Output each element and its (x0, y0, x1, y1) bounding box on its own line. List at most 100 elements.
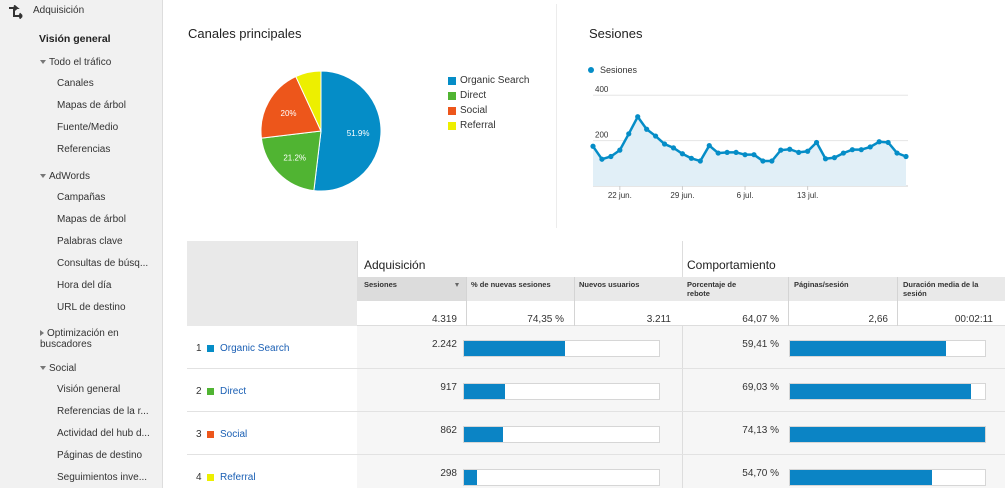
sessions-point[interactable] (617, 147, 623, 153)
legend-item[interactable]: Social (448, 103, 529, 118)
acquisition-group-title: Adquisición (364, 258, 426, 272)
channel-link[interactable]: Organic Search (220, 343, 290, 354)
sessions-column-header[interactable]: Sesiones (364, 280, 397, 289)
new-users-column-header[interactable]: Nuevos usuarios (579, 280, 640, 289)
sidebar-item[interactable]: Referencias de la r... (57, 406, 149, 417)
pie-slice[interactable] (313, 70, 382, 192)
sessions-point[interactable] (813, 139, 820, 146)
sidebar-item-label: Referencias de la r... (57, 406, 149, 417)
sidebar-item[interactable]: Palabras clave (57, 236, 123, 247)
sidebar-item[interactable]: Todo el tráfico (40, 57, 111, 68)
sessions-point[interactable] (867, 144, 873, 150)
expand-down-icon[interactable] (40, 60, 46, 65)
legend-item[interactable]: Referral (448, 118, 529, 133)
sessions-point[interactable] (590, 143, 596, 149)
sessions-point[interactable] (751, 152, 757, 158)
column-separator (466, 277, 467, 326)
sidebar-item[interactable]: Actividad del hub d... (57, 428, 150, 439)
sessions-point[interactable] (840, 150, 846, 156)
sessions-point[interactable] (822, 156, 829, 162)
sessions-point[interactable] (706, 142, 712, 149)
sessions-point[interactable] (661, 141, 668, 147)
sessions-point[interactable] (653, 133, 659, 139)
sessions-point[interactable] (778, 147, 784, 153)
sidebar-item[interactable]: Hora del día (57, 280, 111, 291)
total-new_pct: 74,35 % (527, 314, 564, 325)
sort-descending-icon[interactable] (455, 283, 459, 287)
sidebar-item[interactable]: Canales (57, 78, 94, 89)
sessions-point[interactable] (903, 153, 909, 160)
sessions-point[interactable] (885, 139, 891, 146)
sessions-point[interactable] (715, 150, 721, 156)
channel-link[interactable]: Referral (220, 472, 256, 483)
sessions-point[interactable] (796, 149, 802, 156)
sessions-point[interactable] (894, 150, 900, 156)
sidebar-item[interactable]: Fuente/Medio (57, 122, 118, 133)
sessions-point[interactable] (599, 156, 605, 162)
row-bounce-rate: 54,70 % (742, 468, 779, 479)
pie-legend: Organic Search Direct Social Referral (448, 73, 529, 133)
top-channels-panel: Canales principales 51.9% 21.2% 20% (173, 4, 557, 228)
sessions-point[interactable] (626, 131, 632, 137)
pie-slice[interactable] (260, 75, 322, 139)
sessions-title: Sesiones (589, 26, 643, 41)
expand-down-icon[interactable] (40, 366, 46, 371)
legend-item[interactable]: Organic Search (448, 73, 529, 88)
behavior-group-title: Comportamiento (687, 258, 776, 272)
channel-link[interactable]: Direct (220, 386, 247, 397)
expand-right-icon[interactable] (40, 330, 44, 337)
sessions-point[interactable] (635, 114, 641, 120)
acquisition-section-title: Adquisición (33, 5, 85, 16)
sessions-point[interactable] (760, 158, 766, 164)
sidebar-item[interactable]: Referencias (57, 144, 110, 155)
pie-slice[interactable] (295, 70, 322, 132)
legend-item[interactable]: Direct (448, 88, 529, 103)
sidebar-item[interactable]: Consultas de búsq... (57, 258, 148, 269)
sessions-point[interactable] (724, 149, 730, 156)
sidebar-item[interactable]: Optimización en buscadores (40, 328, 130, 350)
legend-label: Social (460, 105, 488, 116)
pie-slice[interactable] (260, 130, 322, 192)
sessions-point[interactable] (733, 149, 739, 156)
sessions-point[interactable] (742, 152, 748, 158)
sessions-point[interactable] (670, 145, 677, 151)
pages-per-session-bar (789, 426, 986, 443)
new-sessions-bar (463, 340, 660, 357)
row-divider (187, 411, 1005, 412)
row-sessions: 862 (440, 425, 457, 436)
sessions-point[interactable] (787, 146, 793, 152)
sidebar-item[interactable]: Social (40, 363, 76, 374)
pages-per-session-column-header[interactable]: Páginas/sesión (794, 280, 849, 289)
channel-link[interactable]: Social (220, 429, 248, 440)
sessions-point[interactable] (769, 158, 775, 164)
sessions-point[interactable] (831, 155, 838, 161)
sessions-point[interactable] (644, 126, 650, 132)
sidebar-item[interactable]: Visión general (57, 384, 120, 395)
acquisition-section-header[interactable]: Adquisición (0, 0, 163, 24)
sessions-point[interactable] (849, 147, 855, 153)
sessions-point[interactable] (688, 155, 694, 161)
sessions-panel: Sesiones Sesiones 200 400 22 jun. 29 jun. 6 j… (558, 4, 938, 228)
new-sessions-pct-column-header[interactable]: % de nuevas sesiones (471, 280, 551, 289)
sidebar-item[interactable]: Mapas de árbol (57, 100, 126, 111)
sidebar-item[interactable]: Páginas de destino (57, 450, 142, 461)
total-new_users: 3.211 (646, 314, 671, 325)
pages-per-session-bar (789, 469, 986, 486)
sessions-point[interactable] (697, 158, 703, 164)
sidebar-item[interactable]: Visión general (39, 33, 111, 45)
bounce-rate-column-header[interactable]: Porcentaje de rebote (687, 280, 737, 298)
sidebar-item[interactable]: Seguimientos inve... (57, 472, 147, 483)
sessions-point[interactable] (608, 153, 614, 160)
sidebar-item[interactable]: Mapas de árbol (57, 214, 126, 225)
expand-down-icon[interactable] (40, 174, 46, 179)
sessions-point[interactable] (858, 147, 864, 153)
sidebar-item[interactable]: AdWords (40, 171, 90, 182)
sidebar-item[interactable]: Campañas (57, 192, 105, 203)
avg-session-duration-column-header[interactable]: Duración media de la sesión (903, 280, 979, 298)
sidebar-item[interactable]: URL de destino (57, 302, 126, 313)
sessions-point[interactable] (679, 151, 686, 157)
sessions-point[interactable] (805, 148, 811, 154)
row-sessions: 917 (440, 382, 457, 393)
new-sessions-bar-fill (464, 384, 505, 399)
sessions-point[interactable] (876, 139, 882, 145)
